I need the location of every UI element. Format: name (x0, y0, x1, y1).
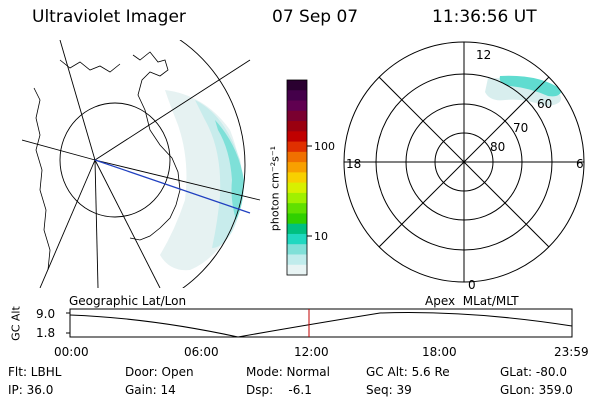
colorbar-tick-100: 100 (314, 140, 335, 153)
timeline-xtick-0000: 00:00 (54, 345, 89, 359)
altitude-curve (69, 312, 573, 338)
terminator-line (94, 159, 251, 214)
coastline-east (129, 51, 181, 241)
instrument-title: Ultraviolet Imager (32, 7, 186, 27)
colorbar-band (287, 223, 307, 235)
colorbar-band (287, 90, 307, 102)
colorbar-band (287, 131, 307, 143)
colorbar-band (287, 151, 307, 163)
coordinate-system-label: Apex MLat/MLT (425, 294, 519, 308)
timeline-xtick-1200: 12:00 (294, 345, 329, 359)
colorbar-band (287, 141, 307, 153)
meridian (59, 40, 96, 161)
status-flt: Flt: LBHL (8, 365, 62, 379)
lat-label-60: 60 (537, 97, 553, 111)
aurora-oval-dim (485, 78, 561, 106)
colorbar-band (287, 213, 307, 225)
lat-label-80: 80 (490, 140, 506, 154)
coastline-west (33, 87, 51, 271)
status-seq: Seq: 39 (366, 383, 412, 397)
colorbar-band (287, 182, 307, 194)
meridian (39, 159, 96, 288)
aurora-glow-bright (215, 120, 244, 220)
lat-circle-outer (179, 40, 246, 288)
colorbar-band (287, 172, 307, 184)
timeline-xtick-1800: 18:00 (422, 345, 457, 359)
colorbar-tick-10: 10 (314, 230, 328, 243)
colorbar-band (287, 162, 307, 173)
timeline-xtick-0600: 06:00 (184, 345, 219, 359)
mlt-label-6: 6 (576, 157, 584, 171)
mlt-label-18: 18 (346, 157, 362, 171)
status-gc-alt: GC Alt: 5.6 Re (366, 365, 450, 379)
timeline-ytick-bottom: 1.8 (36, 326, 56, 340)
timeline-ytick-top: 9.0 (36, 307, 56, 321)
colorbar-band (287, 233, 307, 245)
colorbar-band (287, 254, 307, 266)
status-glat: GLat: -80.0 (500, 365, 567, 379)
status-ip: IP: 36.0 (8, 383, 54, 397)
projection-label: Geographic Lat/Lon (69, 294, 187, 308)
time-label: 11:36:56 UT (432, 7, 537, 27)
lat-label-70: 70 (513, 121, 529, 135)
status-mode: Mode: Normal (246, 365, 330, 379)
date-label: 07 Sep 07 (272, 7, 359, 27)
lat-circle-inner (59, 102, 171, 218)
colorbar-band (287, 264, 307, 276)
colorbar-band (287, 244, 307, 255)
status-dsp: Dsp: -6.1 (246, 383, 312, 397)
polar-diagonal (378, 76, 550, 248)
meridian (94, 159, 161, 288)
meridian (22, 139, 96, 161)
mlt-label-0: 0 (468, 278, 476, 292)
aurora-glow-mid (195, 100, 243, 248)
meridian (94, 159, 99, 288)
colorbar-band (287, 110, 307, 122)
colorbar-band (287, 80, 307, 91)
status-gain: Gain: 14 (125, 383, 176, 397)
aurora-oval-bright (499, 75, 562, 97)
status-glon: GLon: 359.0 (500, 383, 573, 397)
colorbar-band (287, 203, 307, 214)
timeline-xtick-2359: 23:59 (554, 345, 589, 359)
colorbar-band (287, 192, 307, 204)
status-door: Door: Open (125, 365, 194, 379)
meridian (94, 59, 251, 161)
colorbar-band (287, 121, 307, 132)
coastline-north (59, 59, 121, 73)
colorbar-band (287, 100, 307, 112)
timeline-ylabel: GC Alt (9, 306, 23, 341)
meridian (94, 159, 261, 201)
mlt-label-12: 12 (476, 48, 492, 62)
